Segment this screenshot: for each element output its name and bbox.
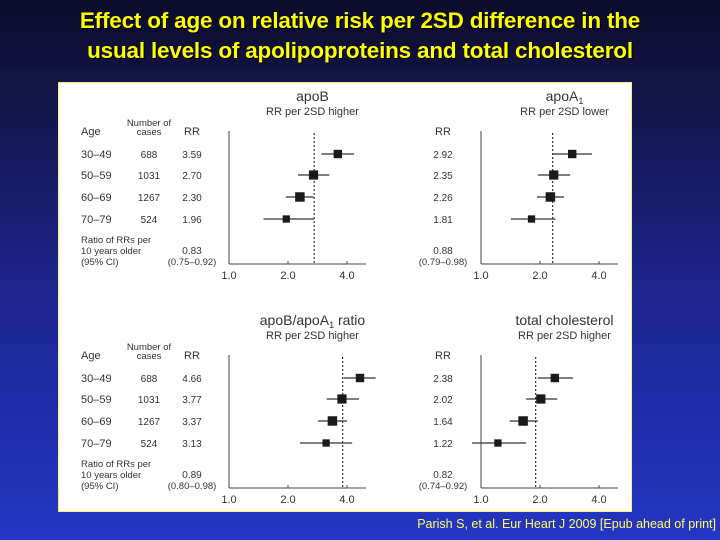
chart1-x-tick-label: 1.0 [473, 270, 488, 282]
chart0-ratio-value: 0.83 [182, 246, 202, 257]
chart1-x-tick-label: 2.0 [532, 270, 547, 282]
chart2-x-tick-label: 2.0 [280, 494, 295, 506]
chart3-rr-square [494, 439, 502, 447]
chart3-x-tick-label: 4.0 [591, 494, 606, 506]
chart3-rr-value: 1.64 [433, 417, 453, 428]
chart0-header-cases-1: Number of [127, 118, 172, 129]
chart1-rr-square [549, 170, 559, 180]
chart2-cases-value: 688 [141, 374, 158, 385]
chart0-header-age: Age [81, 126, 101, 138]
chart0-rr-square [333, 149, 342, 159]
chart0-age-label: 60–69 [81, 192, 112, 204]
chart0-rr-value: 3.59 [182, 150, 202, 161]
chart3-rr-square [518, 416, 528, 426]
chart2-x-tick-label: 4.0 [339, 494, 354, 506]
slide-title: Effect of age on relative risk per 2SD d… [0, 6, 720, 66]
chart1-rr-value: 2.26 [433, 193, 453, 204]
chart3-subtitle: RR per 2SD higher [518, 330, 611, 342]
chart1-ratio-ci: (0.79–0.98) [419, 257, 468, 268]
chart0-subtitle: RR per 2SD higher [266, 106, 359, 118]
chart2-age-label: 60–69 [81, 416, 112, 428]
chart3-rr-square [536, 394, 546, 404]
chart0-rr-square [282, 215, 290, 223]
chart2-ratio-label-line: Ratio of RRs per [81, 459, 151, 470]
chart2-x-tick-label: 1.0 [221, 494, 236, 506]
chart3-title: total cholesterol [515, 312, 613, 328]
chart0-x-tick-label: 4.0 [339, 270, 354, 282]
chart1-rr-square [568, 149, 577, 159]
chart2-header-cases-1: Number of [127, 342, 172, 353]
chart3-ratio-value: 0.82 [433, 470, 453, 481]
chart2-subtitle: RR per 2SD higher [266, 330, 359, 342]
chart0-cases-value: 1031 [138, 171, 161, 182]
chart2-rr-value: 3.37 [182, 417, 202, 428]
slide-title-line-1: Effect of age on relative risk per 2SD d… [79, 8, 641, 33]
chart0-cases-value: 688 [141, 150, 158, 161]
chart0-x-tick-label: 1.0 [221, 270, 236, 282]
chart2-rr-square [327, 416, 338, 426]
chart2-cases-value: 524 [141, 439, 158, 450]
figure-panel: apoB RR per 2SD higher Age Number of cases 30… [58, 82, 632, 512]
chart2-cases-value: 1031 [138, 395, 161, 406]
chart1-subtitle: RR per 2SD lower [520, 106, 609, 118]
chart3-rr-value: 2.38 [433, 374, 453, 385]
chart0-ratio-label-line: Ratio of RRs per [81, 235, 151, 246]
chart0-header-cases-2: cases [137, 127, 162, 138]
chart2-rr-value: 3.13 [182, 439, 202, 450]
chart2-cases-value: 1267 [138, 417, 161, 428]
chart0-cases-value: 1267 [138, 193, 161, 204]
chart2-rr-square [337, 394, 347, 404]
chart2-age-label: 50–59 [81, 394, 112, 406]
chart0-rr-square [295, 192, 305, 202]
chart3-x-tick-label: 1.0 [473, 494, 488, 506]
chart2-ratio-label-line: 10 years older [81, 470, 141, 481]
chart0-cases-value: 524 [141, 215, 158, 226]
chart1-rr-value: 1.81 [433, 215, 453, 226]
chart1-title: apoA1 [546, 88, 584, 106]
chart2-age-label: 30–49 [81, 373, 112, 385]
chart1-x-tick-label: 4.0 [591, 270, 606, 282]
chart3-header-rr: RR [435, 350, 451, 362]
chart1-rr-square [545, 192, 556, 202]
chart3-rr-value: 1.22 [433, 439, 453, 450]
chart2-ratio-value: 0.89 [182, 470, 202, 481]
chart2-header-rr: RR [184, 350, 200, 362]
chart1-ratio-value: 0.88 [433, 246, 453, 257]
chart2-rr-square [322, 439, 330, 447]
chart0-age-label: 30–49 [81, 149, 112, 161]
chart2-rr-value: 3.77 [182, 395, 202, 406]
chart0-x-tick-label: 2.0 [280, 270, 295, 282]
chart3-rr-square [550, 373, 560, 383]
chart2-ratio-ci: (0.80–0.98) [168, 481, 217, 492]
chart2-ratio-label-line: (95% CI) [81, 481, 118, 492]
slide-title-line-2: usual levels of apolipoproteins and tota… [87, 38, 633, 63]
chart0-rr-value: 2.70 [182, 171, 202, 182]
chart0-header-rr: RR [184, 126, 200, 138]
citation: Parish S, et al. Eur Heart J 2009 [Epub … [417, 517, 716, 531]
chart2-header-age: Age [81, 350, 101, 362]
chart0-title: apoB [296, 88, 329, 104]
chart1-rr-square [527, 215, 536, 223]
chart2-header-cases-2: cases [137, 351, 162, 362]
chart0-ratio-label-line: (95% CI) [81, 257, 118, 268]
chart2-rr-square [355, 373, 365, 383]
chart0-age-label: 70–79 [81, 214, 112, 226]
chart0-rr-value: 2.30 [182, 193, 202, 204]
chart1-header-rr: RR [435, 126, 451, 138]
chart2-rr-value: 4.66 [182, 374, 202, 385]
chart2-age-label: 70–79 [81, 438, 112, 450]
chart0-ratio-ci: (0.75–0.92) [168, 257, 217, 268]
chart3-rr-value: 2.02 [433, 395, 453, 406]
chart0-rr-value: 1.96 [182, 215, 202, 226]
chart0-age-label: 50–59 [81, 170, 112, 182]
chart0-rr-square [308, 170, 319, 180]
chart0-ratio-label-line: 10 years older [81, 246, 141, 257]
chart1-rr-value: 2.92 [433, 150, 453, 161]
chart3-ratio-ci: (0.74–0.92) [419, 481, 468, 492]
chart1-rr-value: 2.35 [433, 171, 453, 182]
chart3-x-tick-label: 2.0 [532, 494, 547, 506]
chart2-title: apoB/apoA1 ratio [260, 312, 366, 330]
